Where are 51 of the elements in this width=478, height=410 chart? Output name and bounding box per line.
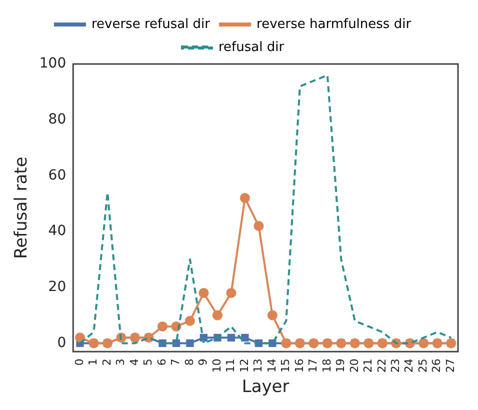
x-tick-label: 27 — [444, 358, 457, 373]
y-tick-label: 20 — [48, 279, 66, 296]
point — [254, 220, 264, 231]
x-tick-label: 7 — [169, 358, 182, 366]
point — [198, 288, 209, 298]
legend-label: refusal dir — [218, 40, 285, 55]
x-tick-label: 5 — [142, 358, 155, 366]
point — [226, 288, 236, 298]
x-tick-label: 24 — [402, 358, 416, 373]
x-tick-label: 0 — [72, 358, 86, 366]
x-tick-label: 11 — [224, 358, 238, 373]
y-tick-label: 60 — [48, 167, 66, 184]
x-tick-label: 17 — [306, 358, 320, 373]
x-tick-label: 4 — [128, 358, 141, 366]
x-tick-label: 16 — [292, 358, 306, 373]
x-tick-label: 15 — [279, 358, 292, 373]
x-tick-label: 14 — [265, 358, 278, 373]
x-tick-label: 25 — [416, 358, 430, 373]
y-tick-label: 80 — [48, 111, 66, 128]
y-tick-label: 0 — [57, 334, 66, 351]
x-tick-label: 21 — [362, 358, 375, 373]
x-tick-label: 3 — [114, 358, 128, 366]
x-tick-label: 8 — [182, 358, 196, 366]
point — [74, 332, 85, 343]
point — [184, 316, 195, 326]
x-tick-label: 9 — [196, 358, 210, 366]
x-tick-label: 22 — [375, 358, 388, 373]
x-tick-label: 19 — [334, 358, 348, 373]
y-axis-title: Refusal rate — [12, 156, 32, 259]
y-tick-label: 100 — [39, 56, 66, 72]
x-tick-label: 13 — [252, 358, 265, 373]
legend-label: reverse harmfulness dir — [256, 16, 412, 32]
point — [267, 310, 278, 320]
x-tick-label: 2 — [100, 358, 114, 366]
point — [241, 334, 249, 342]
x-tick-label: 10 — [210, 358, 224, 373]
y-tick-label: 40 — [48, 223, 66, 240]
point — [240, 193, 250, 204]
point — [212, 310, 222, 320]
point — [186, 339, 194, 348]
point — [157, 321, 168, 332]
x-tick-label: 18 — [320, 358, 334, 373]
x-tick-label: 20 — [348, 358, 361, 373]
point — [227, 334, 236, 342]
x-tick-label: 12 — [238, 358, 251, 373]
x-tick-label: 26 — [430, 358, 444, 373]
x-tick-label: 23 — [389, 358, 402, 373]
x-tick-label: 1 — [86, 358, 100, 366]
x-tick-label: 6 — [155, 358, 168, 366]
x-axis-title: Layer — [242, 377, 290, 398]
legend-label: reverse refusal dir — [91, 16, 211, 32]
